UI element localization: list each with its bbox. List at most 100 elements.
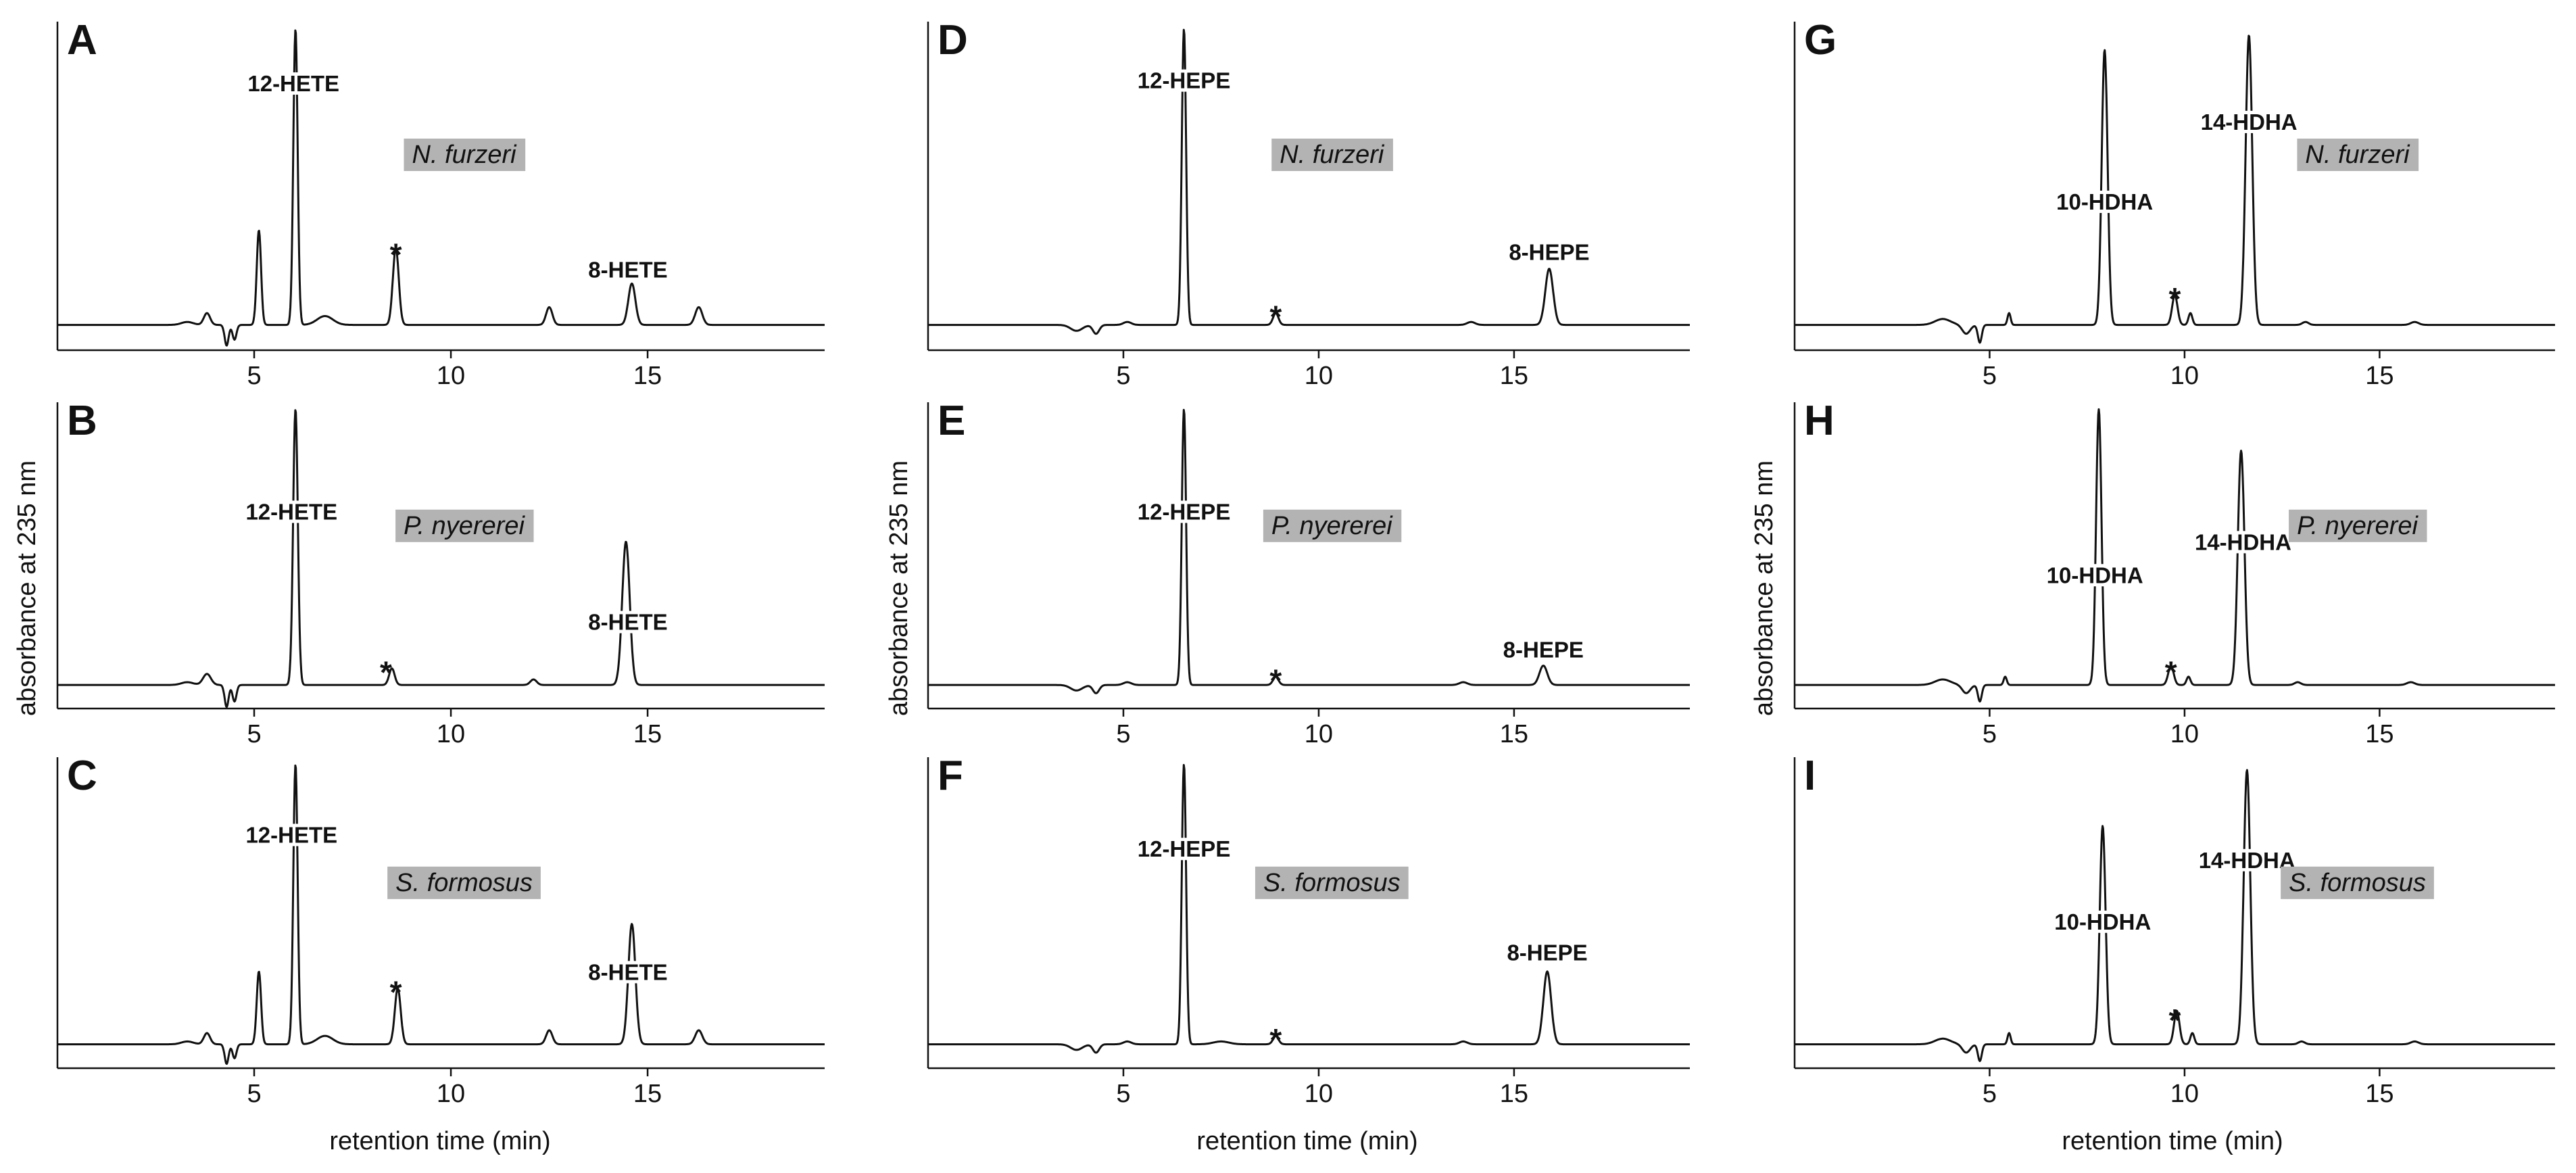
x-tick-label: 5	[1116, 720, 1130, 748]
species-label: P. nyererei	[2297, 512, 2419, 540]
peak-label: 12-HETE	[245, 823, 337, 848]
y-axis-title-col2: absorbance at 235 nm	[885, 460, 913, 716]
y-axis-title-col1: absorbance at 235 nm	[13, 460, 41, 716]
x-axis-title-col2: retention time (min)	[1196, 1127, 1417, 1155]
unknown-peak-marker: *	[1269, 299, 1282, 334]
panel-E: 5 10 15 E 12-HEPE * 8-HEPE P. nyererei	[927, 398, 1691, 748]
peak-label-backdrop	[1504, 941, 1590, 964]
x-tick-label: 5	[247, 1080, 261, 1108]
peak-label-backdrop	[2191, 531, 2294, 554]
x-tick-label: 5	[247, 720, 261, 748]
species-label: P. nyererei	[1271, 512, 1393, 540]
species-label: N. furzeri	[2305, 141, 2410, 169]
x-tick-label: 15	[2365, 1080, 2393, 1108]
species-label-box	[1271, 138, 1393, 171]
chromatogram-trace	[57, 764, 825, 1065]
peak-label-backdrop	[1500, 638, 1586, 661]
peak-label-backdrop	[585, 258, 671, 281]
x-tick-label: 15	[2365, 720, 2393, 748]
x-tick-label: 5	[1983, 1080, 1997, 1108]
peak-label: 12-HEPE	[1138, 499, 1231, 524]
x-tick-label: 5	[1983, 720, 1997, 748]
peak-label: 12-HETE	[247, 71, 339, 96]
peak-label: 8-HEPE	[1509, 239, 1589, 264]
peak-label-backdrop	[243, 500, 341, 523]
chromatogram-trace	[927, 28, 1691, 335]
peak-label: 12-HEPE	[1138, 836, 1231, 861]
chromatogram-trace	[927, 764, 1691, 1054]
x-tick-label: 5	[247, 362, 261, 390]
x-tick-label: 10	[437, 362, 465, 390]
x-axis-title-col3: retention time (min)	[2062, 1127, 2283, 1155]
species-label: S. formosus	[2289, 869, 2426, 897]
species-label-box	[404, 138, 526, 171]
unknown-peak-marker: *	[1269, 663, 1282, 698]
chromatogram-trace	[57, 29, 825, 347]
x-tick-label: 10	[2170, 362, 2199, 390]
peak-label-backdrop	[2051, 910, 2154, 933]
x-tick-label: 5	[1116, 362, 1130, 390]
peak-label-backdrop	[2053, 190, 2156, 213]
x-tick-label: 5	[1983, 362, 1997, 390]
panel-F: 5 10 15 F 12-HEPE * 8-HEPE S. formosus	[927, 752, 1691, 1108]
x-tick-label: 5	[1116, 1080, 1130, 1108]
species-label-box	[2297, 138, 2419, 171]
x-tick-label: 15	[633, 1080, 662, 1108]
species-label: S. formosus	[1263, 869, 1401, 897]
x-tick-label: 15	[1500, 1080, 1528, 1108]
y-axis-title-col3: absorbance at 235 nm	[1750, 460, 1778, 716]
peak-label-backdrop	[1134, 500, 1234, 523]
peak-label: 10-HDHA	[2056, 189, 2153, 214]
panel-C: 5 10 15 C 12-HETE * 8-HETE S. formosus	[56, 752, 825, 1108]
peak-label: 8-HEPE	[1503, 637, 1584, 662]
x-tick-label: 15	[1500, 362, 1528, 390]
species-label-box	[2281, 866, 2434, 899]
peak-label: 12-HEPE	[1138, 68, 1231, 93]
unknown-peak-marker: *	[380, 655, 392, 690]
x-tick-label: 10	[437, 1080, 465, 1108]
panel-letter: A	[67, 17, 97, 64]
species-label-box	[395, 509, 534, 542]
unknown-peak-marker: *	[1269, 1022, 1282, 1057]
species-label-box	[1255, 866, 1409, 899]
peak-label: 8-HETE	[588, 258, 667, 283]
chromatogram-trace	[57, 409, 825, 709]
panel-letter: H	[1804, 398, 1834, 444]
x-tick-label: 15	[2365, 362, 2393, 390]
x-tick-label: 15	[1500, 720, 1528, 748]
x-tick-label: 10	[2170, 720, 2199, 748]
peak-label-backdrop	[585, 961, 671, 984]
panel-letter: F	[938, 752, 963, 799]
unknown-peak-marker: *	[2169, 1003, 2181, 1038]
panels-layer: 5 10 15 A 12-HETE * 8-HETE N. furzeri 5 10 15 B 12-H…	[56, 17, 2556, 1108]
peak-label: 14-HDHA	[2199, 848, 2295, 873]
peak-label: 10-HDHA	[2054, 909, 2151, 934]
panel-letter: E	[938, 398, 965, 444]
species-label-box	[1263, 509, 1402, 542]
chromatogram-trace	[1794, 34, 2556, 344]
unknown-peak-marker: *	[390, 975, 402, 1010]
x-axis-title-col1: retention time (min)	[329, 1127, 550, 1155]
species-label: P. nyererei	[404, 512, 525, 540]
x-tick-label: 15	[633, 720, 662, 748]
x-tick-label: 10	[1305, 1080, 1333, 1108]
x-tick-label: 10	[1305, 720, 1333, 748]
unknown-peak-marker: *	[2169, 281, 2181, 316]
x-tick-label: 15	[633, 362, 662, 390]
panel-letter: C	[67, 752, 97, 799]
panel-D: 5 10 15 D 12-HEPE * 8-HEPE N. furzeri	[927, 17, 1691, 390]
x-tick-label: 10	[2170, 1080, 2199, 1108]
peak-label-backdrop	[585, 611, 671, 633]
chromatogram-trace	[1794, 408, 2556, 703]
species-label: S. formosus	[395, 869, 533, 897]
peak-label: 14-HDHA	[2195, 529, 2291, 554]
x-tick-label: 10	[437, 720, 465, 748]
panel-letter: I	[1804, 752, 1816, 799]
peak-label-backdrop	[243, 823, 341, 846]
peak-label: 8-HETE	[588, 610, 667, 635]
unknown-peak-marker: *	[390, 237, 402, 272]
species-label: N. furzeri	[1280, 141, 1385, 169]
